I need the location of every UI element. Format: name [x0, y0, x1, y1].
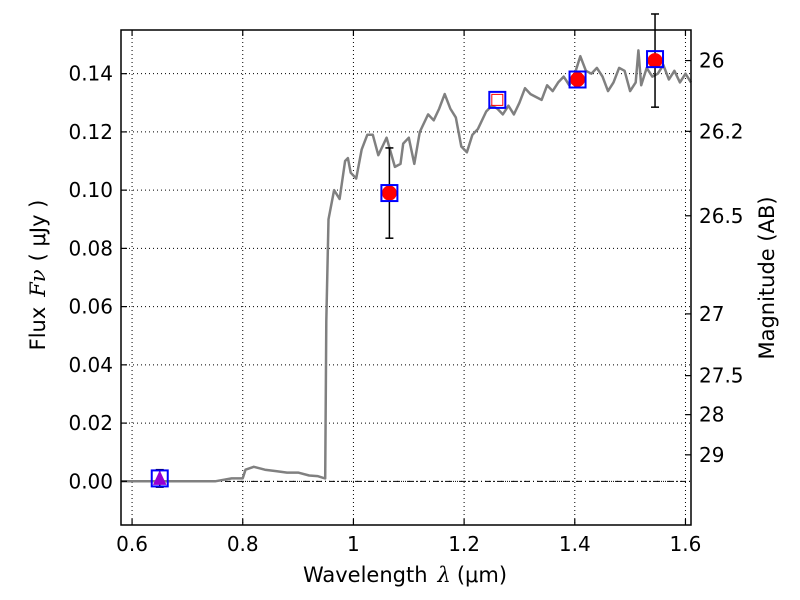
x-tick-label: 0.6	[116, 532, 148, 556]
x-axis-label-unit: (μm)	[457, 563, 507, 587]
y-axis-label-symbol: Fν	[26, 269, 50, 298]
right-axis-ticks: 26 26.2 26.5 27 27.5 28 29	[685, 49, 744, 467]
right-tick-label: 28	[699, 403, 724, 427]
model-band-square	[568, 70, 587, 89]
model-band-square	[488, 90, 507, 109]
right-tick-label: 26.5	[699, 204, 744, 228]
x-tick-label: 1.2	[448, 532, 480, 556]
model-band-square	[380, 184, 399, 203]
x-tick-label: 1.4	[559, 532, 591, 556]
upper-limit-triangle	[152, 470, 167, 485]
y-tick-label: 0.04	[68, 353, 113, 377]
y-tick-label: 0.12	[68, 120, 113, 144]
y-axis-label: Flux Fν ( μJy )	[26, 200, 50, 351]
right-tick-label: 29	[699, 443, 724, 467]
right-tick-label: 27	[699, 302, 724, 326]
y-tick-label: 0.00	[68, 469, 113, 493]
y-tick-label: 0.14	[68, 62, 113, 86]
x-axis-label-symbol: λ	[437, 563, 451, 587]
x-axis-label-prefix: Wavelength	[303, 563, 428, 587]
y-axis-ticks: 0.00 0.02 0.04 0.06 0.08 0.10 0.12 0.14	[68, 62, 127, 493]
detection-point	[647, 53, 663, 69]
right-tick-label: 26.2	[699, 119, 744, 143]
y-axis-label-prefix: Flux	[26, 307, 50, 351]
y-axis-label-unit: ( μJy )	[26, 200, 50, 262]
x-tick-label: 1	[347, 532, 360, 556]
y-tick-label: 0.02	[68, 411, 113, 435]
x-tick-label: 1.6	[670, 532, 702, 556]
model-band-square	[646, 50, 665, 69]
model-band-square	[150, 469, 169, 488]
detection-point	[381, 185, 397, 201]
right-tick-label: 26	[699, 49, 724, 73]
x-axis-ticks: 0.6 0.8 1 1.2 1.4 1.6	[116, 30, 701, 556]
y-tick-label: 0.10	[68, 178, 113, 202]
y-tick-label: 0.06	[68, 295, 113, 319]
right-axis-label: Magnitude (AB)	[755, 196, 779, 359]
x-tick-label: 0.8	[227, 532, 259, 556]
model-spectrum-line	[121, 49, 693, 483]
y-tick-label: 0.08	[68, 236, 113, 260]
x-axis-label: Wavelength λ (μm)	[303, 563, 507, 587]
detection-point	[570, 72, 586, 87]
error-bars	[155, 13, 660, 488]
open-detection-marker	[491, 93, 504, 106]
photometry-markers	[150, 50, 665, 488]
right-tick-label: 27.5	[699, 364, 744, 388]
plot-frame	[120, 29, 692, 526]
grid	[121, 30, 691, 525]
